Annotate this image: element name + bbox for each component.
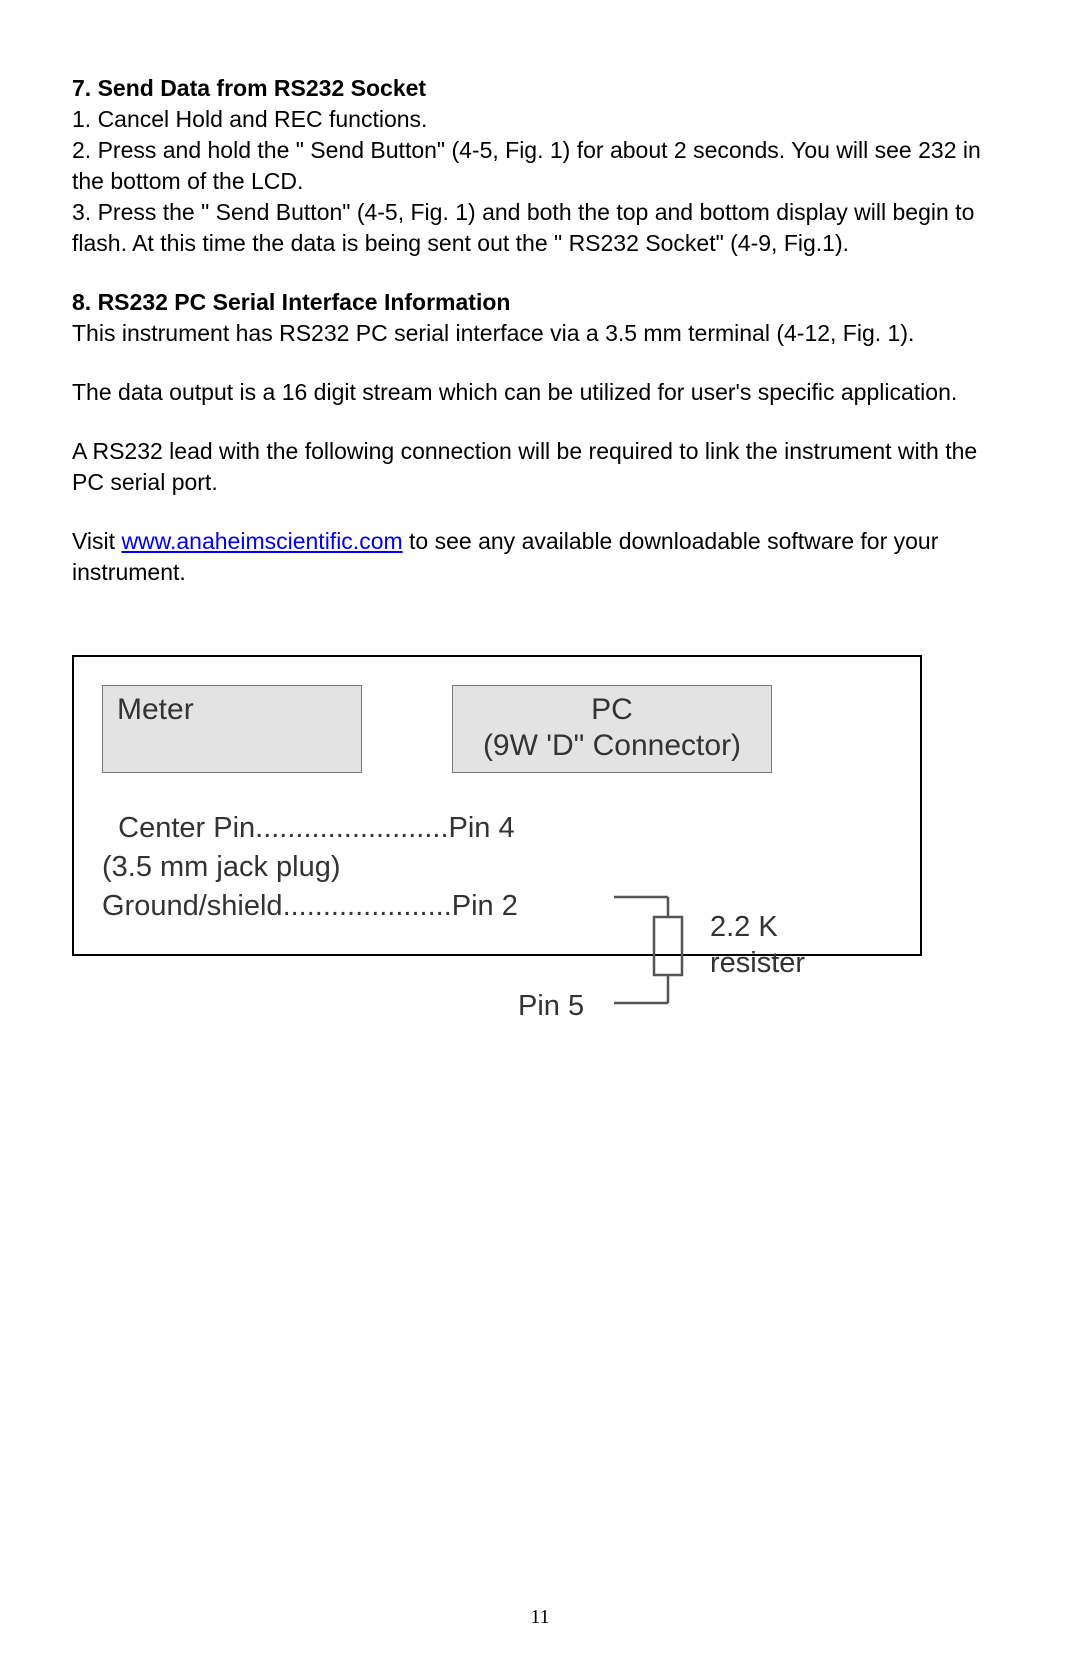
section-8-p2: The data output is a 16 digit stream whi… [72,377,1008,408]
section-7-line-1: 1. Cancel Hold and REC functions. [72,104,1008,135]
section-7-heading: 7. Send Data from RS232 Socket [72,75,1008,102]
section-8-p4: Visit www.anaheimscientific.com to see a… [72,526,1008,588]
pin-4-label: Pin 4 [449,812,515,844]
pc-box-line-2: (9W 'D" Connector) [467,728,757,764]
pin-2-label: Pin 2 [452,890,518,922]
resistor-label: 2.2 K resister [710,909,805,982]
diagram-header-row: Meter PC (9W 'D" Connector) [102,685,900,773]
connection-diagram: Meter PC (9W 'D" Connector) Center Pin..… [72,655,922,956]
ground-shield-label: Ground/shield [102,890,283,922]
resistor-value: 2.2 K [710,909,805,945]
p4-pre-text: Visit [72,528,121,554]
pc-connector-box: PC (9W 'D" Connector) [452,685,772,773]
resistor-word: resister [710,945,805,981]
pc-box-line-1: PC [467,692,757,728]
section-8-p3: A RS232 lead with the following connecti… [72,436,1008,498]
section-7-line-2: 2. Press and hold the " Send Button" (4-… [72,135,1008,197]
meter-box: Meter [102,685,362,773]
section-7-line-3: 3. Press the " Send Button" (4-5, Fig. 1… [72,197,1008,259]
center-pin-row: Center Pin........................Pin 4 [102,809,900,848]
pin-5-label: Pin 5 [518,987,584,1026]
section-8-p1: This instrument has RS232 PC serial inte… [72,318,1008,349]
page-number: 11 [0,1606,1080,1629]
jack-plug-row: (3.5 mm jack plug) [102,848,900,887]
center-pin-label: Center Pin [118,812,255,844]
resistor-group: 2.2 K resister [614,891,874,1021]
diagram-body: Center Pin........................Pin 4 … [102,809,900,926]
anaheim-link[interactable]: www.anaheimscientific.com [121,528,402,554]
section-8-heading: 8. RS232 PC Serial Interface Information [72,289,1008,316]
